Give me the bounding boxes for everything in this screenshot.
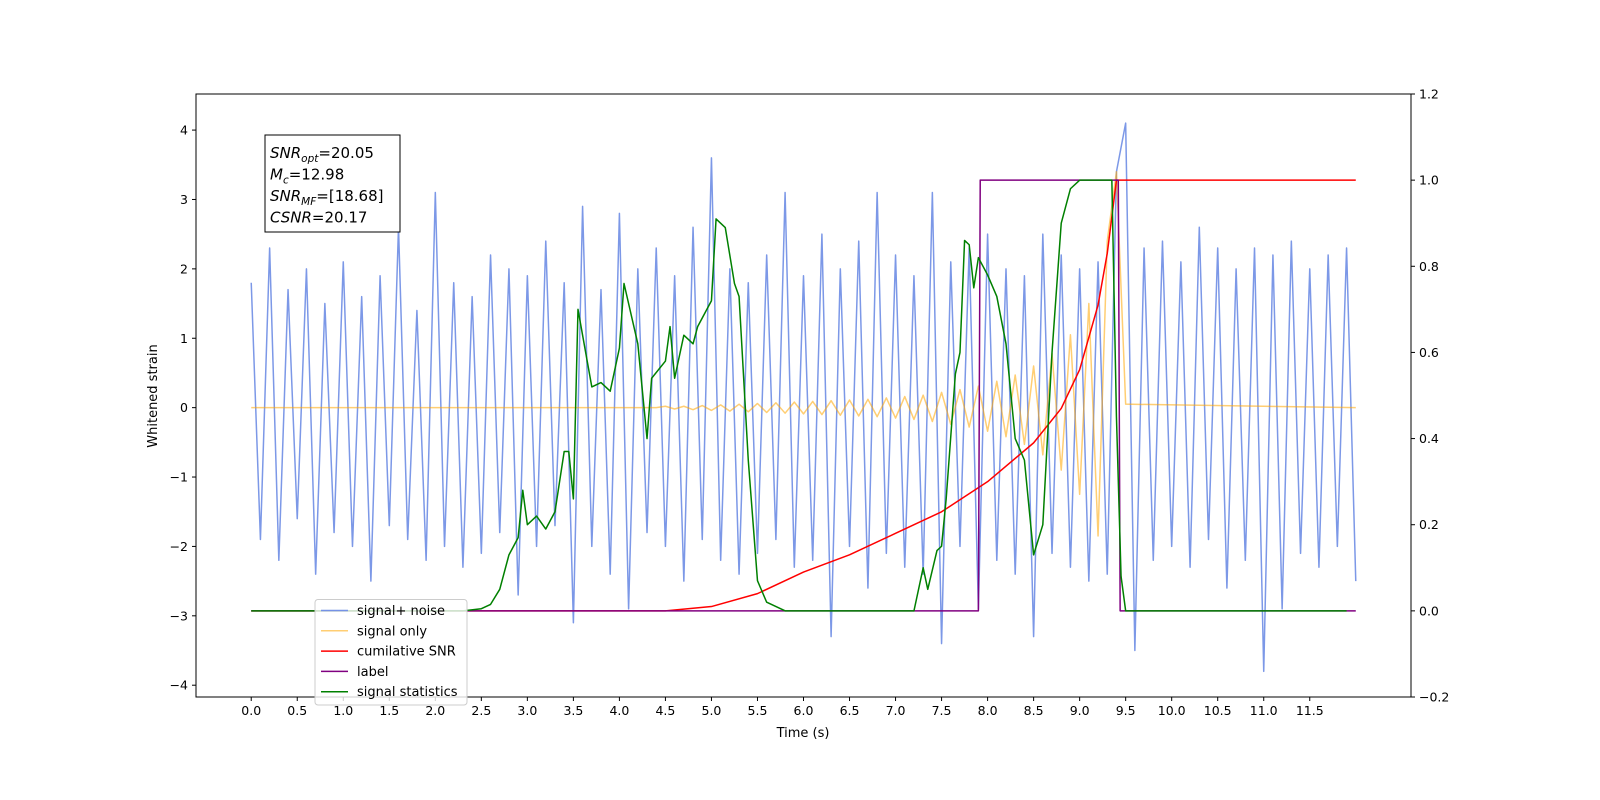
x-tick-label: 8.0 bbox=[978, 703, 998, 718]
x-tick-label: 4.5 bbox=[655, 703, 675, 718]
annotation-text: =20.05 bbox=[318, 144, 374, 162]
x-tick-label: 6.5 bbox=[840, 703, 860, 718]
y-tick-label: 0 bbox=[180, 400, 188, 415]
annotation-line: Mc=12.98 bbox=[270, 166, 344, 187]
annotation-symbol: SNR bbox=[270, 144, 301, 162]
x-tick-label: 8.5 bbox=[1024, 703, 1044, 718]
y-axis-label: Whitened strain bbox=[146, 344, 161, 447]
y2-tick-label: 0.8 bbox=[1419, 259, 1439, 274]
legend-label: cumilative SNR bbox=[357, 645, 456, 660]
x-tick-label: 3.0 bbox=[517, 703, 537, 718]
annotation-line: CSNR=20.17 bbox=[270, 209, 367, 227]
annotation-symbol: M bbox=[270, 166, 283, 184]
x-tick-label: 5.5 bbox=[748, 703, 768, 718]
y-tick-label: 4 bbox=[180, 123, 188, 138]
x-tick-label: 0.0 bbox=[241, 703, 261, 718]
series-line bbox=[251, 179, 1356, 612]
series-line bbox=[251, 170, 1356, 537]
annotation-text: =[18.68] bbox=[316, 187, 383, 205]
legend-label: label bbox=[357, 665, 388, 680]
x-tick-label: 0.5 bbox=[287, 703, 307, 718]
x-axis-label: Time (s) bbox=[776, 726, 830, 741]
x-tick-label: 9.0 bbox=[1070, 703, 1090, 718]
y-tick-label: −4 bbox=[170, 678, 188, 693]
annotation-subscript: opt bbox=[301, 153, 319, 165]
y2-tick-label: 0.4 bbox=[1419, 431, 1439, 446]
annotation-symbol: SNR bbox=[270, 187, 301, 205]
y-tick-label: 1 bbox=[180, 331, 188, 346]
x-tick-label: 2.0 bbox=[425, 703, 445, 718]
x-tick-label: 11.0 bbox=[1250, 703, 1278, 718]
x-tick-label: 7.0 bbox=[886, 703, 906, 718]
y2-tick-label: −0.2 bbox=[1419, 690, 1449, 705]
x-tick-label: 10.5 bbox=[1204, 703, 1232, 718]
x-tick-label: 11.5 bbox=[1296, 703, 1324, 718]
y2-tick-label: 1.0 bbox=[1419, 173, 1439, 188]
plot-frame bbox=[195, 93, 1412, 698]
x-tick-label: 3.5 bbox=[563, 703, 583, 718]
annotation-text: =12.98 bbox=[289, 166, 345, 184]
annotation-subscript: c bbox=[283, 175, 289, 187]
legend-label: signal statistics bbox=[357, 685, 458, 700]
x-tick-label: 7.5 bbox=[932, 703, 952, 718]
annotation-subscript: MF bbox=[301, 196, 317, 208]
annotation-symbol: CSNR bbox=[270, 209, 312, 227]
y-tick-label: 2 bbox=[180, 261, 188, 276]
y-tick-label: −1 bbox=[170, 470, 188, 485]
x-tick-label: 6.0 bbox=[794, 703, 814, 718]
y2-tick-label: 0.2 bbox=[1419, 517, 1439, 532]
annotation-box bbox=[264, 134, 401, 233]
y-tick-label: −2 bbox=[170, 539, 188, 554]
x-tick-label: 4.0 bbox=[609, 703, 629, 718]
annotation-text: =20.17 bbox=[312, 209, 368, 227]
legend-label: signal+ noise bbox=[357, 604, 445, 619]
y-tick-label: −3 bbox=[170, 608, 188, 623]
x-tick-label: 1.5 bbox=[379, 703, 399, 718]
x-tick-label: 9.5 bbox=[1116, 703, 1136, 718]
annotation-line: SNRopt=20.05 bbox=[270, 144, 374, 165]
x-tick-label: 2.5 bbox=[471, 703, 491, 718]
x-tick-label: 1.0 bbox=[333, 703, 353, 718]
y-tick-label: 3 bbox=[180, 192, 188, 207]
legend-label: signal only bbox=[357, 624, 427, 639]
x-tick-label: 10.0 bbox=[1158, 703, 1186, 718]
legend-box bbox=[314, 599, 468, 706]
series-line bbox=[251, 179, 1347, 612]
y2-tick-label: 0.6 bbox=[1419, 345, 1439, 360]
y2-tick-label: 0.0 bbox=[1419, 603, 1439, 618]
x-tick-label: 5.0 bbox=[702, 703, 722, 718]
annotation-line: SNRMF=[18.68] bbox=[270, 187, 384, 208]
series-line bbox=[250, 122, 1357, 673]
y2-tick-label: 1.2 bbox=[1419, 87, 1439, 102]
